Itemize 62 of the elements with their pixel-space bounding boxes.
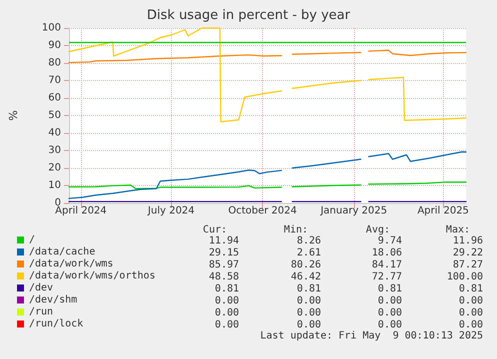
- x-tick-label: April 2025: [417, 206, 469, 216]
- text: 0.00: [296, 320, 322, 330]
- text: 8.26: [296, 236, 322, 246]
- text: 18.06: [372, 248, 402, 258]
- text: 0.00: [378, 308, 402, 318]
- text: 29.22: [452, 248, 484, 258]
- y-tick-label: 90: [48, 40, 61, 51]
- chart-title: Disk usage in percent - by year: [146, 8, 351, 23]
- text: 0.00: [458, 320, 484, 330]
- text: 0.00: [214, 308, 240, 318]
- x-tick-label: October 2024: [228, 206, 297, 216]
- legend-label: /dev: [29, 282, 54, 294]
- text: 2.61: [296, 248, 322, 258]
- text: 29.15: [208, 248, 240, 258]
- text: 0.00: [296, 308, 322, 318]
- legend-label: /data/work/wms: [29, 258, 114, 270]
- text: 0.00: [378, 296, 402, 306]
- x-tick-label: April 2024: [55, 206, 107, 216]
- text: 0.00: [214, 296, 240, 306]
- text: Min:: [284, 224, 308, 236]
- text: 48.58: [208, 272, 240, 282]
- text: Cur:: [202, 224, 228, 236]
- text: 100.00: [446, 272, 483, 282]
- legend-label: /data/work/wms/orthos: [29, 270, 156, 282]
- text: Last update: Fri May 9 00:10:13 2025: [260, 330, 484, 342]
- text: Max:: [446, 224, 470, 236]
- text: 0.00: [296, 296, 322, 306]
- y-axis-title: %: [7, 110, 20, 121]
- y-tick-label: 80: [48, 58, 61, 68]
- x-tick-label: July 2024: [146, 206, 195, 216]
- legend-label: /data/cache: [29, 246, 96, 258]
- text: 0.00: [458, 296, 484, 306]
- legend-label: /run: [29, 306, 54, 318]
- text: 11.96: [452, 236, 484, 246]
- y-tick-label: 70: [48, 75, 61, 86]
- legend-label: /run/lock: [29, 318, 84, 330]
- text: 84.17: [372, 260, 402, 270]
- y-tick-label: 10: [48, 180, 61, 191]
- text: 72.77: [372, 272, 402, 282]
- y-tick-label: 40: [48, 128, 61, 138]
- text: 11.94: [208, 236, 240, 246]
- text: 87.27: [452, 260, 484, 270]
- y-tick-label: 60: [48, 92, 61, 104]
- text: 0.81: [296, 284, 322, 294]
- x-tick-label: January 2025: [320, 206, 388, 216]
- text: 9.74: [378, 236, 402, 246]
- text: 0.81: [458, 284, 484, 294]
- y-tick-label: 20: [48, 162, 61, 174]
- legend-label: /dev/shm: [29, 294, 78, 306]
- text: Avg:: [366, 224, 390, 236]
- text: 0.00: [458, 308, 484, 318]
- text: 46.42: [290, 272, 322, 282]
- y-tick-label: 30: [48, 145, 61, 156]
- text: 80.26: [290, 260, 322, 270]
- y-tick-label: 100: [42, 22, 61, 34]
- text: 0.00: [214, 320, 240, 330]
- y-tick-label: 50: [48, 110, 61, 121]
- text: 0.81: [378, 284, 402, 294]
- text: 85.97: [208, 260, 240, 270]
- text: 0.00: [378, 320, 402, 330]
- text: 0.81: [214, 284, 240, 294]
- legend-label: /: [29, 234, 36, 246]
